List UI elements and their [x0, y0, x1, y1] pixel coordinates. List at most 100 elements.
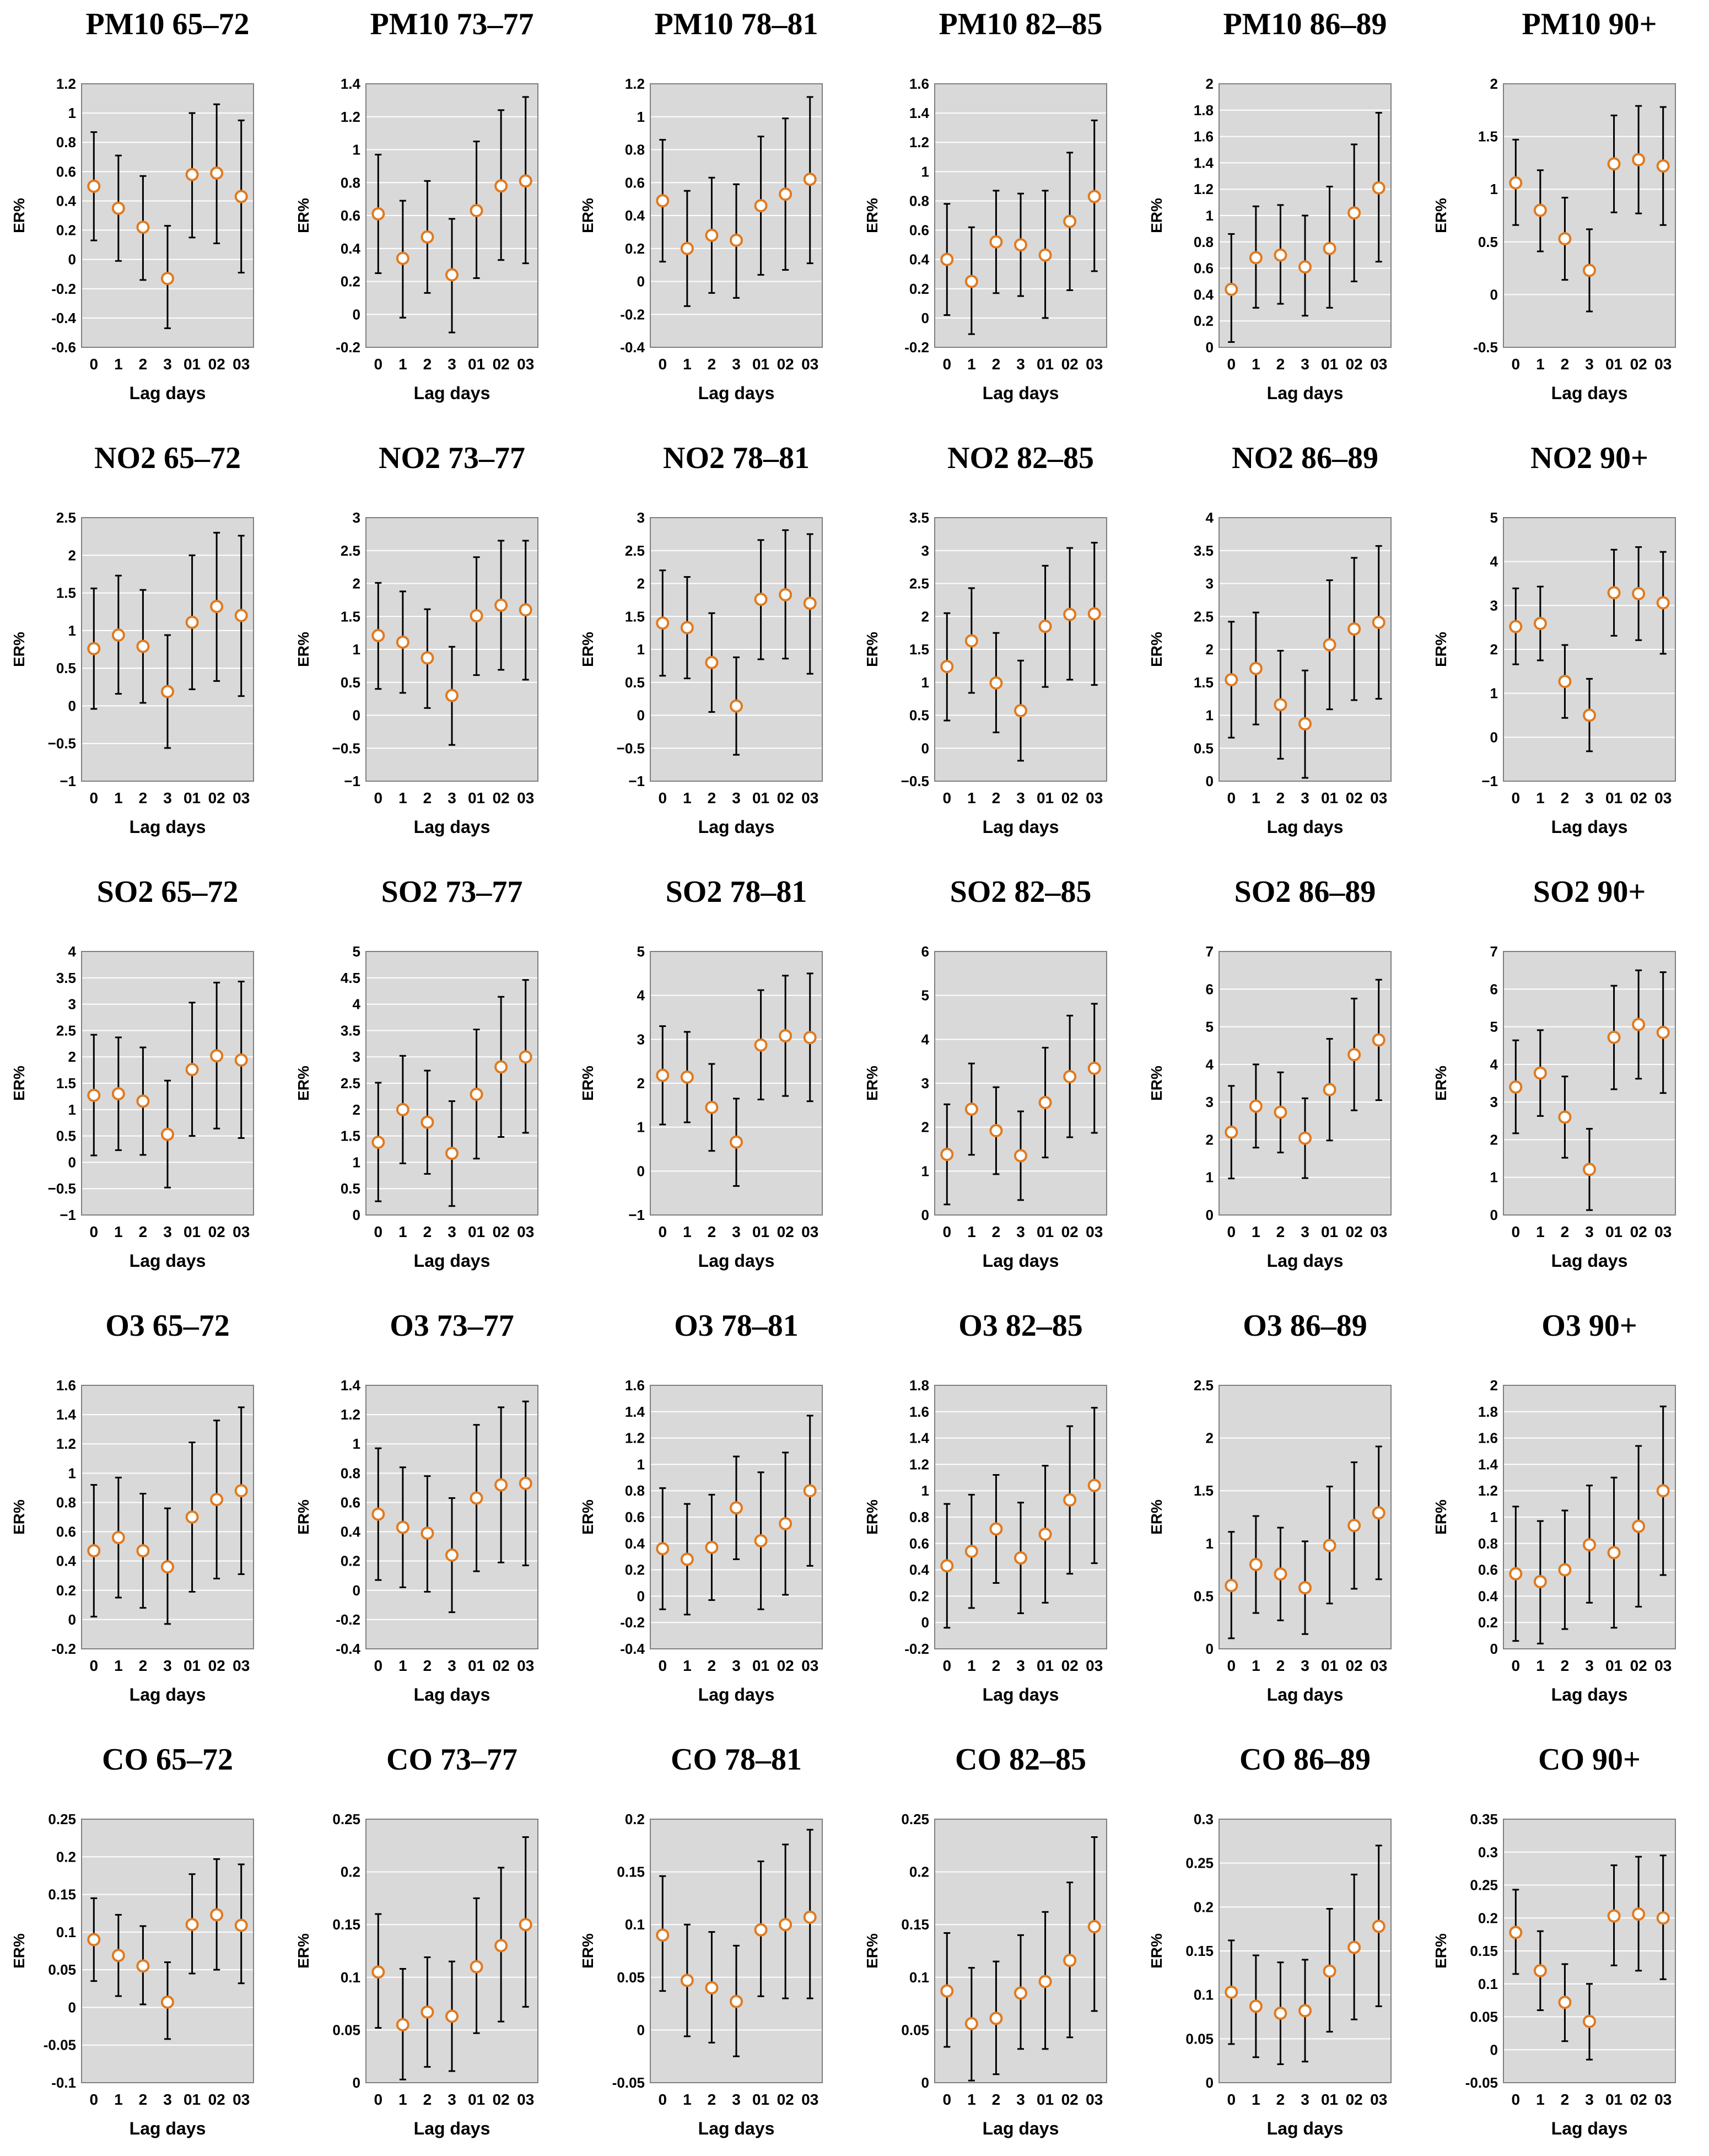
data-point [656, 616, 670, 630]
x-tick-label: 0 [89, 356, 98, 373]
y-tick-label: −1 [628, 773, 645, 789]
y-tick-label: 0.4 [909, 1562, 930, 1578]
y-tick-label: 1.6 [909, 1404, 929, 1420]
x-tick-label: 1 [114, 789, 123, 807]
x-tick-label: 0 [1511, 2091, 1520, 2108]
data-point [1607, 586, 1621, 600]
x-tick-label: 3 [1585, 356, 1594, 373]
y-tick-label: -0.2 [336, 1611, 360, 1628]
y-tick-label: -0.4 [336, 1641, 360, 1657]
data-point [1558, 1563, 1572, 1577]
y-tick-label: 1 [1206, 1535, 1214, 1552]
x-tick-label: 0 [658, 1223, 667, 1240]
y-tick-label: 1 [637, 109, 645, 125]
x-axis-label: Lag days [414, 1251, 490, 1271]
x-tick-label: 2 [1561, 356, 1570, 373]
x-axis-label: Lag days [1267, 817, 1344, 837]
x-tick-label: 0 [1511, 1223, 1520, 1240]
x-tick-label: 01 [1037, 2091, 1054, 2108]
y-tick-label: 1.6 [625, 1377, 645, 1394]
y-tick-label: 1.5 [56, 585, 76, 601]
y-tick-label: 2 [353, 1101, 360, 1118]
x-tick-label: 01 [1605, 1223, 1622, 1240]
x-tick-label: 3 [1016, 1657, 1025, 1674]
x-tick-label: 01 [1037, 789, 1054, 807]
data-point [371, 1965, 385, 1979]
x-tick-label: 1 [1536, 789, 1545, 807]
y-tick-label: 0.1 [625, 1916, 645, 1933]
chart-title: SO2 78–81 [666, 875, 807, 909]
y-tick-label: 1.4 [341, 76, 361, 92]
x-tick-label: 01 [1321, 356, 1338, 373]
y-tick-label: 5 [1206, 1019, 1214, 1035]
data-point [371, 1507, 385, 1521]
y-tick-label: 1 [68, 622, 76, 639]
data-point [161, 1127, 174, 1141]
data-point [136, 1094, 150, 1108]
chart-title: O3 78–81 [674, 1309, 799, 1343]
y-axis-label: ER% [864, 198, 881, 233]
y-tick-label: 0 [637, 1163, 645, 1179]
y-tick-label: 1 [1490, 181, 1498, 197]
data-point [730, 233, 743, 247]
y-tick-label: 2 [353, 576, 360, 592]
y-tick-label: 4 [1490, 1056, 1498, 1073]
x-tick-label: 02 [1061, 789, 1079, 807]
x-tick-label: 02 [777, 2091, 794, 2108]
x-tick-label: 01 [1037, 1223, 1054, 1240]
x-axis-label: Lag days [983, 817, 1059, 837]
y-tick-label: 0.5 [1478, 234, 1498, 250]
x-tick-label: 02 [777, 1657, 794, 1674]
y-tick-label: 1 [921, 163, 929, 180]
data-point [656, 1068, 670, 1082]
y-tick-label: 5 [1490, 509, 1498, 526]
data-point [1274, 698, 1287, 712]
x-tick-label: 3 [732, 1223, 741, 1240]
x-tick-label: 02 [1346, 2091, 1363, 2108]
x-axis-label: Lag days [983, 1685, 1059, 1705]
x-tick-label: 2 [423, 1223, 432, 1240]
y-tick-label: 1 [68, 1101, 76, 1118]
data-point [1347, 1048, 1361, 1062]
data-point [1558, 1110, 1572, 1124]
y-tick-label: 1.8 [1194, 102, 1214, 119]
data-point [1509, 620, 1523, 633]
y-tick-label: 4.5 [341, 970, 360, 986]
data-point [1632, 153, 1646, 166]
x-tick-label: 1 [683, 356, 692, 373]
x-tick-label: 1 [1536, 356, 1545, 373]
data-point [161, 1560, 174, 1574]
y-tick-label: 0.6 [909, 222, 929, 239]
y-tick-label: 0 [353, 1582, 360, 1599]
data-point [161, 1995, 174, 2009]
y-tick-label: 0.6 [56, 163, 76, 180]
chart-title: CO 90+ [1538, 1743, 1641, 1777]
y-tick-label: 1.5 [341, 608, 360, 625]
x-axis-label: Lag days [130, 817, 206, 837]
data-point [1225, 1985, 1238, 1999]
x-tick-label: 0 [374, 356, 382, 373]
y-tick-label: 1 [921, 1482, 929, 1499]
data-point [1372, 1506, 1385, 1520]
x-tick-label: 1 [114, 356, 123, 373]
data-point [989, 235, 1003, 249]
y-tick-label: 5 [637, 943, 645, 960]
x-tick-label: 1 [398, 356, 407, 373]
y-tick-label: 0 [68, 697, 76, 714]
y-tick-label: 1.5 [56, 1075, 76, 1092]
y-tick-label: −1 [60, 1207, 76, 1223]
chart-title: SO2 90+ [1533, 875, 1646, 909]
y-tick-label: 0 [921, 1207, 929, 1223]
y-tick-label: 2.5 [341, 542, 360, 559]
y-tick-label: −1 [60, 773, 76, 789]
x-tick-label: 3 [448, 1223, 456, 1240]
y-tick-label: 0.2 [1194, 1899, 1214, 1915]
x-tick-label: 2 [708, 789, 716, 807]
x-tick-label: 2 [1561, 1657, 1570, 1674]
data-point [1298, 260, 1312, 274]
x-tick-label: 03 [1086, 1223, 1103, 1240]
data-point [754, 593, 768, 606]
